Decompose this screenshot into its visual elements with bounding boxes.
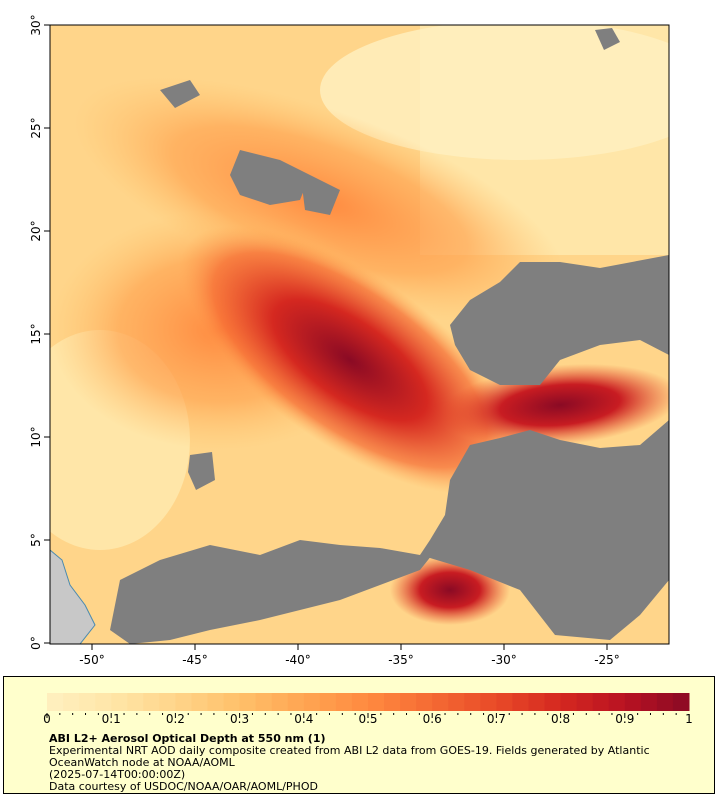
colorbar-swatch bbox=[335, 693, 353, 711]
nodata-region-south bbox=[110, 540, 440, 644]
colorbar-swatch bbox=[416, 693, 433, 711]
colorbar-swatch bbox=[496, 693, 513, 711]
colorbar-tick-label: 0 bbox=[43, 712, 51, 726]
legend-description: OceanWatch node at NOAA/AOML bbox=[49, 756, 235, 769]
colorbar-swatch bbox=[319, 693, 337, 711]
colorbar-swatch bbox=[656, 693, 674, 711]
colorbar-swatch bbox=[432, 693, 449, 711]
lat-tick-label: 10° bbox=[29, 426, 43, 447]
lon-axis: -50° -45° -40° -35° -30° -25° bbox=[79, 644, 620, 667]
colorbar-swatch bbox=[159, 693, 176, 711]
colorbar-swatch bbox=[127, 693, 144, 711]
colorbar-swatch bbox=[368, 693, 385, 711]
colorbar-tick-label: 0.6 bbox=[423, 712, 442, 726]
colorbar-tick-label: 0.1 bbox=[102, 712, 121, 726]
nodata-region-southeast bbox=[420, 255, 669, 640]
colorbar-swatch bbox=[351, 693, 369, 711]
lon-tick-label: -25° bbox=[594, 653, 620, 667]
lat-tick-label: 0° bbox=[29, 636, 43, 650]
colorbar-swatch bbox=[672, 693, 690, 711]
colorbar-swatch bbox=[239, 693, 257, 711]
colorbar-swatch bbox=[191, 693, 208, 711]
colorbar-tick-label: 0.7 bbox=[487, 712, 506, 726]
colorbar-swatch bbox=[79, 693, 96, 711]
lon-tick-label: -40° bbox=[285, 653, 311, 667]
colorbar-swatch bbox=[512, 693, 529, 711]
colorbar-swatch bbox=[111, 693, 128, 711]
lon-tick-label: -30° bbox=[491, 653, 517, 667]
aod-map: 30° 25° 20° 15° 10° 5° 0° -50° -45° -40°… bbox=[29, 14, 670, 667]
colorbar-swatch bbox=[400, 693, 417, 711]
colorbar-swatch bbox=[464, 693, 481, 711]
colorbar-swatch bbox=[303, 693, 321, 711]
colorbar-tick-label: 0.3 bbox=[230, 712, 249, 726]
legend-panel: 0 0.1 0.2 0.3 0.4 0.5 0.6 0.7 0.8 0.9 1 ABI L2+ Ae… bbox=[3, 676, 715, 794]
legend-credit: Data courtesy of USDOC/NOAA/OAR/AOML/PHO… bbox=[49, 780, 318, 793]
aod-lowest-north bbox=[320, 25, 669, 160]
map-field bbox=[50, 25, 669, 644]
legend-title: ABI L2+ Aerosol Optical Depth at 550 nm … bbox=[49, 732, 326, 745]
lat-axis: 30° 25° 20° 15° 10° 5° 0° bbox=[29, 14, 50, 650]
colorbar-ticks: 0 0.1 0.2 0.3 0.4 0.5 0.6 0.7 0.8 0.9 1 bbox=[43, 712, 693, 726]
land-south-america bbox=[50, 549, 96, 644]
lat-tick-label: 30° bbox=[29, 14, 43, 35]
nodata-region-north bbox=[230, 150, 340, 215]
lat-tick-label: 20° bbox=[29, 220, 43, 241]
colorbar-tick-label: 0.2 bbox=[166, 712, 185, 726]
colorbar-swatch bbox=[624, 693, 642, 711]
colorbar-swatch bbox=[544, 693, 562, 711]
aod-dust-plume bbox=[179, 225, 521, 495]
colorbar-swatch bbox=[480, 693, 497, 711]
colorbar-swatch bbox=[592, 693, 610, 711]
colorbar-swatch bbox=[528, 693, 546, 711]
colorbar-tick-label: 1 bbox=[685, 712, 693, 726]
colorbar-swatches bbox=[47, 693, 690, 711]
nodata-region-northeast bbox=[595, 28, 620, 50]
colorbar-swatch bbox=[95, 693, 112, 711]
colorbar: 0 0.1 0.2 0.3 0.4 0.5 0.6 0.7 0.8 0.9 1 bbox=[43, 693, 693, 726]
colorbar-swatch bbox=[448, 693, 465, 711]
colorbar-swatch bbox=[271, 693, 289, 711]
colorbar-swatch bbox=[223, 693, 241, 711]
colorbar-tick-label: 0.9 bbox=[615, 712, 634, 726]
colorbar-tick-label: 0.4 bbox=[294, 712, 313, 726]
nodata-region-west bbox=[188, 452, 215, 490]
nodata-region-northwest bbox=[160, 80, 200, 108]
legend-description: Experimental NRT AOD daily composite cre… bbox=[49, 744, 650, 757]
legend-date: (2025-07-14T00:00:00Z) bbox=[49, 768, 186, 781]
colorbar-swatch bbox=[640, 693, 658, 711]
lat-tick-label: 5° bbox=[29, 533, 43, 547]
colorbar-swatch bbox=[63, 693, 80, 711]
lat-tick-label: 15° bbox=[29, 323, 43, 344]
colorbar-swatch bbox=[287, 693, 305, 711]
lon-tick-label: -45° bbox=[182, 653, 208, 667]
colorbar-swatch bbox=[207, 693, 225, 711]
colorbar-swatch bbox=[576, 693, 594, 711]
colorbar-swatch bbox=[143, 693, 160, 711]
colorbar-swatch bbox=[255, 693, 273, 711]
colorbar-swatch bbox=[175, 693, 192, 711]
colorbar-swatch bbox=[608, 693, 626, 711]
lon-tick-label: -50° bbox=[79, 653, 105, 667]
lat-tick-label: 25° bbox=[29, 117, 43, 138]
colorbar-swatch bbox=[47, 693, 64, 711]
colorbar-swatch bbox=[560, 693, 578, 711]
colorbar-tick-label: 0.8 bbox=[551, 712, 570, 726]
lon-tick-label: -35° bbox=[388, 653, 414, 667]
colorbar-tick-label: 0.5 bbox=[358, 712, 377, 726]
colorbar-swatch bbox=[384, 693, 401, 711]
